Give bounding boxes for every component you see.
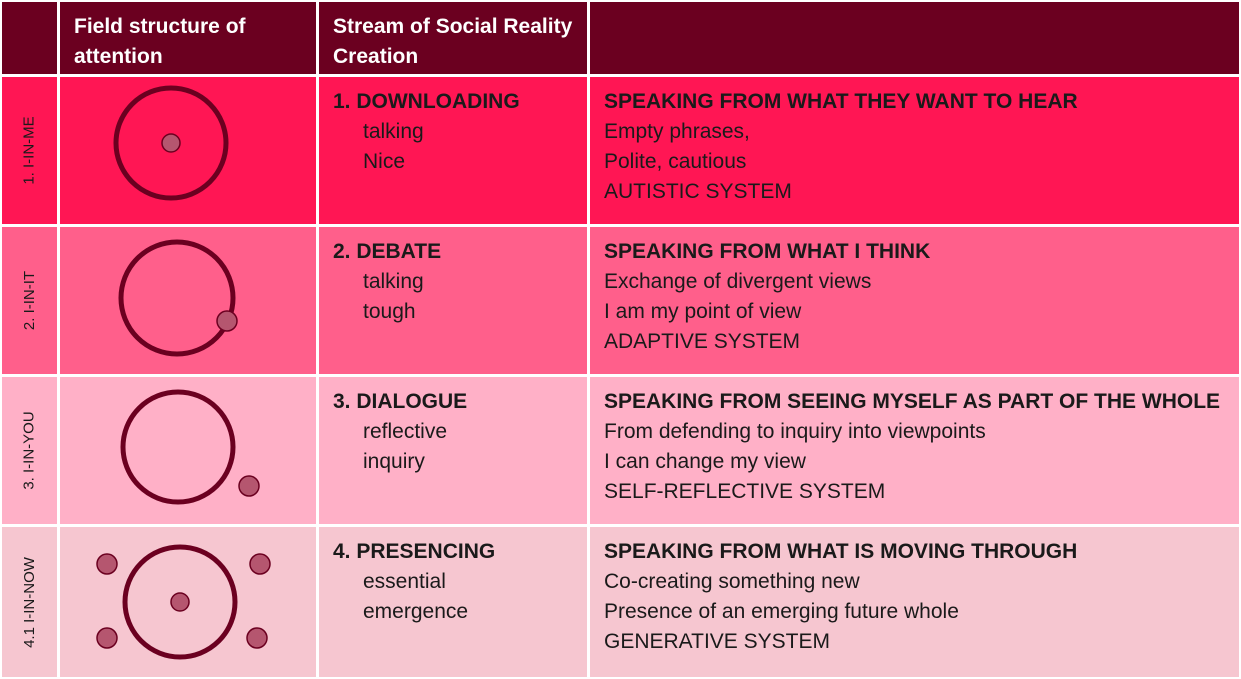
diagram-cell — [60, 377, 316, 524]
diagram-cell — [60, 527, 316, 677]
stream-title: 2. DEBATE — [333, 240, 442, 263]
speaking-line: ADAPTIVE SYSTEM — [604, 330, 801, 353]
speaking-cell: SPEAKING FROM WHAT I THINK Exchange of d… — [590, 227, 1239, 374]
speaking-cell: SPEAKING FROM SEEING MYSELF AS PART OF T… — [590, 377, 1239, 524]
stream-title: 1. DOWNLOADING — [333, 90, 520, 113]
dot-outside-circle-icon — [120, 389, 260, 505]
stream-line: inquiry — [363, 450, 425, 473]
diagram-cell — [60, 227, 316, 374]
speaking-line: GENERATIVE SYSTEM — [604, 630, 830, 653]
header-stream-label: Stream of Social Reality Creation — [333, 15, 573, 68]
stream-cell: 4. PRESENCING essential emergence — [319, 527, 587, 677]
row-label-cell: 2. I-IN-IT — [2, 227, 57, 374]
stream-line: talking — [363, 270, 424, 293]
stream-line: talking — [363, 120, 424, 143]
header-cell-corner — [2, 2, 57, 74]
row-label: 4.1 I-IN-NOW — [21, 556, 38, 648]
stream-line: Nice — [363, 150, 406, 173]
row-label-cell: 4.1 I-IN-NOW — [2, 527, 57, 677]
diagram-cell — [60, 77, 316, 224]
row-label: 1. I-IN-ME — [21, 116, 38, 185]
dot-on-circle-edge-icon — [118, 239, 238, 357]
stream-cell: 3. DIALOGUE reflective inquiry — [319, 377, 587, 524]
speaking-cell: SPEAKING FROM WHAT IS MOVING THROUGH Co-… — [590, 527, 1239, 677]
stream-cell: 2. DEBATE talking tough — [319, 227, 587, 374]
stream-line: essential — [363, 570, 446, 593]
speaking-line: I am my point of view — [604, 300, 802, 323]
stream-line: tough — [363, 300, 416, 323]
dots-around-circle-icon — [96, 544, 271, 660]
speaking-line: Polite, cautious — [604, 150, 747, 173]
stream-title: 3. DIALOGUE — [333, 390, 468, 413]
speaking-line: Co-creating something new — [604, 570, 860, 593]
stream-line: emergence — [363, 600, 469, 623]
row-label-cell: 1. I-IN-ME — [2, 77, 57, 224]
header-speaking — [590, 2, 1239, 74]
header-field-structure: Field structure of attention — [60, 2, 316, 74]
row-label-cell: 3. I-IN-YOU — [2, 377, 57, 524]
speaking-title: SPEAKING FROM SEEING MYSELF AS PART OF T… — [604, 390, 1221, 413]
speaking-line: Exchange of divergent views — [604, 270, 872, 293]
speaking-line: Presence of an emerging future whole — [604, 600, 959, 623]
header-field-structure-label: Field structure of attention — [74, 15, 246, 68]
speaking-title: SPEAKING FROM WHAT IS MOVING THROUGH — [604, 540, 1078, 563]
speaking-title: SPEAKING FROM WHAT I THINK — [604, 240, 931, 263]
stream-line: reflective — [363, 420, 448, 443]
row-label: 2. I-IN-IT — [21, 270, 39, 331]
speaking-title: SPEAKING FROM WHAT THEY WANT TO HEAR — [604, 90, 1078, 113]
speaking-line: I can change my view — [604, 450, 806, 473]
speaking-line: Empty phrases, — [604, 120, 750, 143]
stream-cell: 1. DOWNLOADING talking Nice — [319, 77, 587, 224]
speaking-cell: SPEAKING FROM WHAT THEY WANT TO HEAR Emp… — [590, 77, 1239, 224]
speaking-line: SELF-REFLECTIVE SYSTEM — [604, 480, 886, 503]
dot-inside-circle-icon — [113, 85, 229, 201]
row-label: 3. I-IN-YOU — [21, 411, 38, 490]
stream-title: 4. PRESENCING — [333, 540, 496, 563]
header-stream: Stream of Social Reality Creation — [319, 2, 587, 74]
speaking-line: From defending to inquiry into viewpoint… — [604, 420, 986, 443]
speaking-line: AUTISTIC SYSTEM — [604, 180, 792, 203]
